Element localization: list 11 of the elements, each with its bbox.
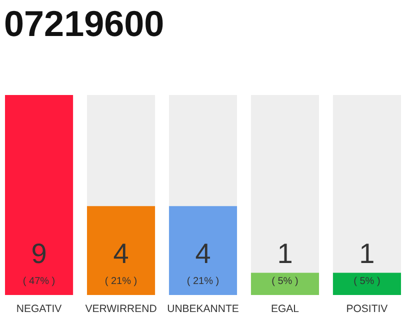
x-tick-label: EGAL: [270, 303, 300, 315]
data-label: 9 ( 47% ): [22, 238, 56, 287]
data-label: 1 ( 5% ): [272, 238, 298, 287]
x-tick-label: POSITIV: [346, 303, 388, 315]
data-label: 1 ( 5% ): [354, 238, 380, 287]
x-tick-label: VERWIRREND: [85, 303, 158, 315]
chart-title: 07219600: [4, 3, 164, 44]
data-label: 4 ( 21% ): [104, 238, 138, 287]
x-tick-label: UNBEKANNTE: [167, 303, 239, 315]
x-tick-label: NEGATIV: [16, 303, 62, 315]
data-label: 4 ( 21% ): [186, 238, 220, 287]
